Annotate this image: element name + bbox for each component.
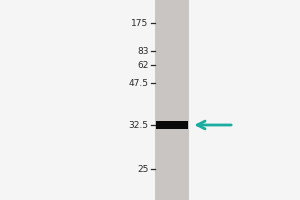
- Text: 175: 175: [131, 19, 148, 27]
- Text: 62: 62: [137, 60, 148, 70]
- Text: 83: 83: [137, 46, 148, 55]
- Bar: [156, 121, 188, 129]
- Text: 47.5: 47.5: [128, 78, 148, 88]
- Text: 32.5: 32.5: [128, 120, 148, 130]
- Text: 25: 25: [137, 164, 148, 173]
- Bar: [154, 0, 189, 200]
